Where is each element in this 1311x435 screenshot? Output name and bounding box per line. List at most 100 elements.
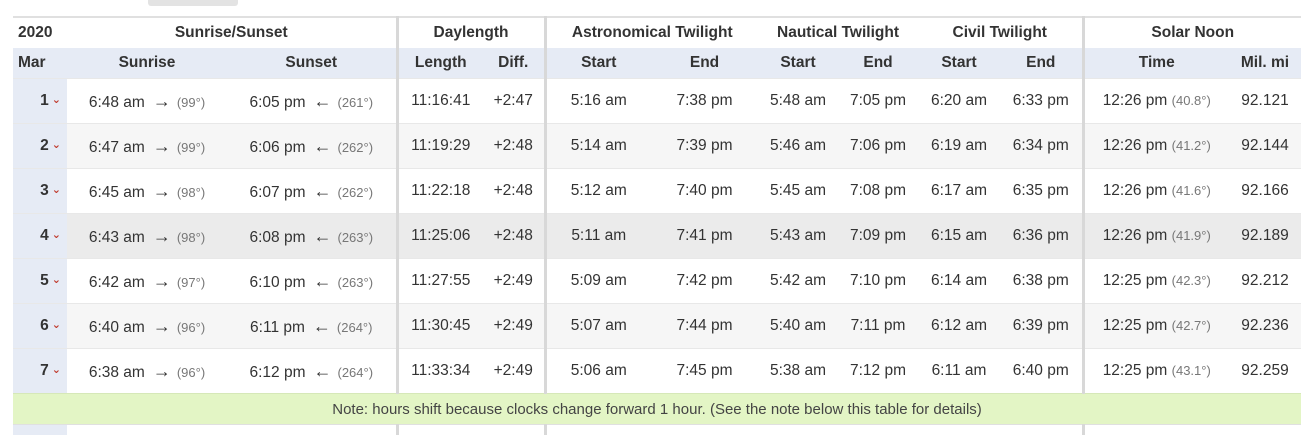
sunrise-azimuth: (96°) (177, 320, 205, 335)
table-row: 6⌄ 6:40 am→(96°) 6:11 pm←(264°) 11:30:45… (13, 304, 1301, 349)
partial-cell (545, 425, 651, 435)
chevron-down-icon: ⌄ (52, 318, 61, 331)
day-expand-toggle[interactable]: 7⌄ (13, 349, 67, 394)
civil-start: 6:12 am (918, 304, 1000, 349)
sunrise-cell: 6:48 am→(99°) (67, 79, 227, 124)
civil-start: 6:11 am (918, 349, 1000, 394)
nautical-start: 5:40 am (758, 304, 838, 349)
day-number: 6 (40, 317, 49, 334)
sunset-cell: 6:06 pm←(262°) (227, 124, 397, 169)
sunset-time: 6:07 pm (249, 184, 305, 201)
table-row: 5⌄ 6:42 am→(97°) 6:10 pm←(263°) 11:27:55… (13, 259, 1301, 304)
solar-noon-header: Solar Noon (1083, 17, 1301, 48)
sunrise-azimuth: (98°) (177, 185, 205, 200)
sunrise-cell: 6:45 am→(98°) (67, 169, 227, 214)
partial-cell (227, 425, 397, 435)
sunset-cell: 6:07 pm←(262°) (227, 169, 397, 214)
day-length: 11:16:41 (397, 79, 483, 124)
nautical-end: 7:12 pm (838, 349, 918, 394)
nautical-end: 7:06 pm (838, 124, 918, 169)
sunset-time: 6:06 pm (249, 139, 305, 156)
civil-end: 6:36 pm (1000, 214, 1083, 259)
astro-start: 5:14 am (545, 124, 651, 169)
sunrise-cell: 6:40 am→(96°) (67, 304, 227, 349)
civil-end: 6:39 pm (1000, 304, 1083, 349)
nautical-start: 5:45 am (758, 169, 838, 214)
length-column-header: Length (397, 48, 483, 79)
nautical-end-column-header: End (838, 48, 918, 79)
note-row: Note: hours shift because clocks change … (13, 394, 1301, 425)
sunrise-azimuth: (96°) (177, 365, 205, 380)
day-length: 11:19:29 (397, 124, 483, 169)
sun-times-table: 2020 Sunrise/Sunset Daylength Astronomic… (13, 16, 1301, 435)
solar-noon-time: 12:26 pm (1103, 92, 1168, 109)
day-expand-toggle[interactable]: 6⌄ (13, 304, 67, 349)
solar-noon-time: 12:25 pm (1103, 272, 1168, 289)
day-number: 1 (40, 92, 49, 109)
civil-end: 6:34 pm (1000, 124, 1083, 169)
civil-end: 6:40 pm (1000, 349, 1083, 394)
sunrise-time: 6:40 am (89, 319, 145, 336)
day-expand-toggle[interactable]: 5⌄ (13, 259, 67, 304)
nautical-start: 5:48 am (758, 79, 838, 124)
sunset-time: 6:12 pm (249, 364, 305, 381)
table-row: 7⌄ 6:38 am→(96°) 6:12 pm←(264°) 11:33:34… (13, 349, 1301, 394)
sunrise-column-header: Sunrise (67, 48, 227, 79)
sunset-azimuth: (264°) (337, 365, 373, 380)
day-expand-toggle[interactable]: 2⌄ (13, 124, 67, 169)
day-expand-toggle[interactable]: 4⌄ (13, 214, 67, 259)
daylength-header: Daylength (397, 17, 545, 48)
nautical-start-column-header: Start (758, 48, 838, 79)
day-length: 11:22:18 (397, 169, 483, 214)
solar-noon-altitude: (43.1°) (1172, 363, 1211, 378)
astro-end: 7:38 pm (651, 79, 758, 124)
day-expand-toggle[interactable]: 3⌄ (13, 169, 67, 214)
astro-start-column-header: Start (545, 48, 651, 79)
column-header-row: Mar Sunrise Sunset Length Diff. Start En… (13, 48, 1301, 79)
chevron-down-icon: ⌄ (52, 363, 61, 376)
sunrise-azimuth: (99°) (177, 95, 205, 110)
chevron-down-icon: ⌄ (52, 138, 61, 151)
sunrise-azimuth: (98°) (177, 230, 205, 245)
chevron-down-icon: ⌄ (52, 93, 61, 106)
solar-noon-time: 12:25 pm (1103, 317, 1168, 334)
nautical-end: 7:08 pm (838, 169, 918, 214)
arrow-right-icon: → (153, 226, 171, 246)
civil-end: 6:33 pm (1000, 79, 1083, 124)
nautical-end: 7:05 pm (838, 79, 918, 124)
astro-end: 7:44 pm (651, 304, 758, 349)
civil-start: 6:20 am (918, 79, 1000, 124)
day-length-diff: +2:47 (483, 79, 545, 124)
day-expand-toggle[interactable]: 1⌄ (13, 79, 67, 124)
astro-start: 5:06 am (545, 349, 651, 394)
sunset-cell: 6:11 pm←(264°) (227, 304, 397, 349)
arrow-left-icon: ← (313, 181, 331, 201)
day-length-diff: +2:48 (483, 214, 545, 259)
sunset-cell: 6:05 pm←(261°) (227, 79, 397, 124)
solar-noon-altitude: (41.9°) (1172, 228, 1211, 243)
astro-end: 7:45 pm (651, 349, 758, 394)
sunset-azimuth: (264°) (337, 320, 373, 335)
solar-noon-time: 12:26 pm (1103, 182, 1168, 199)
table-row: 3⌄ 6:45 am→(98°) 6:07 pm←(262°) 11:22:18… (13, 169, 1301, 214)
solar-noon-cell: 12:26 pm (41.6°) (1083, 169, 1229, 214)
sunset-cell: 6:10 pm←(263°) (227, 259, 397, 304)
arrow-left-icon: ← (313, 361, 331, 381)
chevron-down-icon: ⌄ (52, 228, 61, 241)
astro-start: 5:07 am (545, 304, 651, 349)
distance-column-header: Mil. mi (1229, 48, 1301, 79)
astronomical-twilight-header: Astronomical Twilight (545, 17, 758, 48)
solar-noon-altitude: (41.6°) (1172, 183, 1211, 198)
year-header: 2020 (13, 17, 67, 48)
partial-cell (758, 425, 838, 435)
partial-cell (397, 425, 483, 435)
civil-start: 6:19 am (918, 124, 1000, 169)
sunrise-time: 6:43 am (89, 229, 145, 246)
nautical-start: 5:43 am (758, 214, 838, 259)
sunrise-azimuth: (97°) (177, 275, 205, 290)
day-number: 2 (40, 137, 49, 154)
partial-cell (1000, 425, 1083, 435)
chevron-down-icon: ⌄ (52, 183, 61, 196)
partial-cell (651, 425, 758, 435)
solar-noon-altitude: (40.8°) (1172, 93, 1211, 108)
